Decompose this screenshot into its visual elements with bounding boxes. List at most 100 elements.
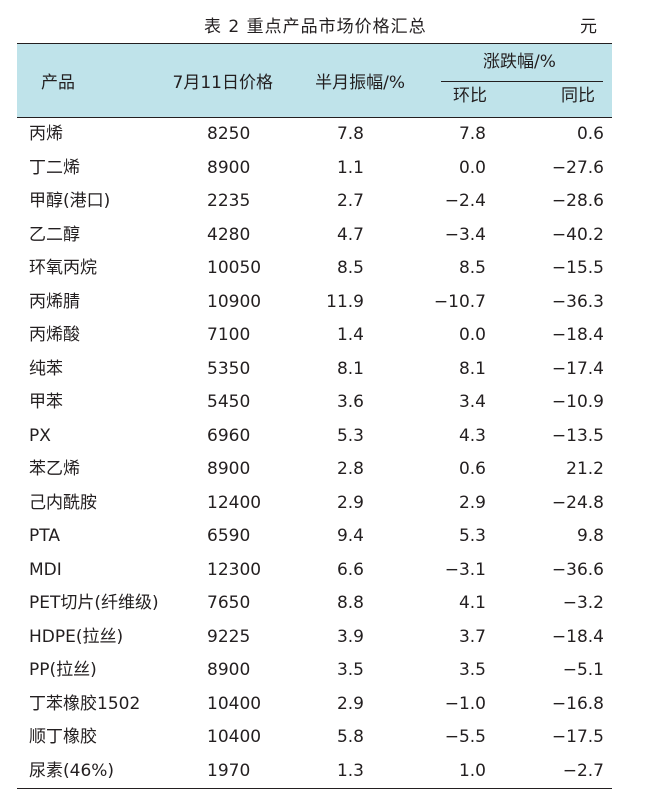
cell-amplitude: 3.5 bbox=[336, 660, 364, 680]
cell-yoy: −3.2 bbox=[562, 593, 604, 613]
cell-mom: 3.5 bbox=[458, 660, 486, 680]
cell-yoy: −16.8 bbox=[551, 693, 604, 714]
table-row: 己内酰胺 12400 2.9 2.9 −24.8 bbox=[17, 487, 612, 521]
table-title: 表 2 重点产品市场价格汇总 bbox=[204, 17, 427, 37]
table-row: MDI 12300 6.6 −3.1 −36.6 bbox=[17, 554, 612, 588]
cell-product: 甲苯 bbox=[29, 392, 63, 412]
table-row: 甲醇(港口) 2235 2.7 −2.4 −28.6 bbox=[17, 185, 612, 219]
cell-product: 苯乙烯 bbox=[29, 459, 80, 479]
cell-mom: 0.0 bbox=[458, 325, 486, 345]
cell-product: 丙烯 bbox=[29, 124, 63, 144]
cell-mom: 8.1 bbox=[458, 358, 486, 379]
table-row: 丙烯 8250 7.8 7.8 0.6 bbox=[17, 118, 612, 152]
cell-amplitude: 3.6 bbox=[336, 392, 364, 412]
table-row: PX 6960 5.3 4.3 −13.5 bbox=[17, 420, 612, 454]
cell-amplitude: 1.3 bbox=[336, 760, 364, 781]
cell-amplitude: 2.9 bbox=[336, 492, 364, 513]
cell-mom: 5.3 bbox=[458, 526, 486, 546]
header-divider bbox=[441, 81, 603, 82]
header-mom: 环比 bbox=[453, 86, 487, 106]
cell-price: 7100 bbox=[207, 325, 251, 345]
table-row: 丙烯酸 7100 1.4 0.0 −18.4 bbox=[17, 319, 612, 353]
cell-mom: 1.0 bbox=[458, 760, 486, 781]
cell-mom: 0.6 bbox=[458, 459, 486, 479]
cell-product: PP(拉丝) bbox=[29, 660, 97, 680]
table-bottom-rule bbox=[17, 788, 612, 789]
cell-yoy: −28.6 bbox=[551, 191, 604, 211]
cell-price: 5450 bbox=[207, 392, 251, 412]
table-row: PP(拉丝) 8900 3.5 3.5 −5.1 bbox=[17, 654, 612, 688]
cell-price: 8250 bbox=[207, 124, 251, 144]
cell-price: 5350 bbox=[207, 358, 251, 379]
cell-amplitude: 8.5 bbox=[336, 258, 364, 278]
table-row: HDPE(拉丝) 9225 3.9 3.7 −18.4 bbox=[17, 621, 612, 655]
cell-price: 12400 bbox=[207, 492, 262, 513]
cell-yoy: −18.4 bbox=[551, 325, 604, 345]
cell-amplitude: 11.9 bbox=[326, 291, 364, 312]
table-row: 苯乙烯 8900 2.8 0.6 21.2 bbox=[17, 453, 612, 487]
cell-yoy: −40.2 bbox=[551, 224, 604, 245]
cell-product: 纯苯 bbox=[29, 358, 63, 379]
cell-yoy: 9.8 bbox=[576, 526, 604, 546]
cell-yoy: −17.5 bbox=[551, 727, 604, 747]
cell-mom: −10.7 bbox=[433, 291, 486, 312]
table-row: PET切片(纤维级) 7650 8.8 4.1 −3.2 bbox=[17, 587, 612, 621]
cell-yoy: 0.6 bbox=[576, 124, 604, 144]
cell-price: 8900 bbox=[207, 660, 251, 680]
cell-product: 丙烯酸 bbox=[29, 325, 80, 345]
cell-product: PET切片(纤维级) bbox=[29, 593, 159, 613]
table-row: 顺丁橡胶 10400 5.8 −5.5 −17.5 bbox=[17, 721, 612, 755]
cell-mom: −1.0 bbox=[444, 693, 486, 714]
table-row: 尿素(46%) 1970 1.3 1.0 −2.7 bbox=[17, 755, 612, 789]
cell-product: PTA bbox=[29, 526, 60, 546]
cell-price: 9225 bbox=[207, 626, 251, 647]
table-row: 丁苯橡胶1502 10400 2.9 −1.0 −16.8 bbox=[17, 688, 612, 722]
cell-price: 10900 bbox=[207, 291, 262, 312]
cell-mom: −2.4 bbox=[444, 191, 486, 211]
cell-product: PX bbox=[29, 425, 51, 446]
header-change: 涨跌幅/% bbox=[483, 52, 556, 72]
cell-yoy: −5.1 bbox=[562, 660, 604, 680]
table-row: PTA 6590 9.4 5.3 9.8 bbox=[17, 520, 612, 554]
cell-product: 甲醇(港口) bbox=[29, 191, 111, 211]
table-row: 甲苯 5450 3.6 3.4 −10.9 bbox=[17, 386, 612, 420]
cell-mom: 8.5 bbox=[458, 258, 486, 278]
cell-yoy: −2.7 bbox=[562, 760, 604, 781]
cell-yoy: −13.5 bbox=[551, 425, 604, 446]
cell-price: 10400 bbox=[207, 727, 262, 747]
cell-price: 7650 bbox=[207, 593, 251, 613]
cell-amplitude: 2.8 bbox=[336, 459, 364, 479]
table-row: 丙烯腈 10900 11.9 −10.7 −36.3 bbox=[17, 286, 612, 320]
cell-amplitude: 1.4 bbox=[336, 325, 364, 345]
cell-mom: 2.9 bbox=[458, 492, 486, 513]
cell-price: 4280 bbox=[207, 224, 251, 245]
cell-product: MDI bbox=[29, 559, 62, 580]
cell-yoy: −17.4 bbox=[551, 358, 604, 379]
cell-amplitude: 9.4 bbox=[336, 526, 364, 546]
cell-amplitude: 8.8 bbox=[336, 593, 364, 613]
cell-amplitude: 8.1 bbox=[336, 358, 364, 379]
cell-product: 己内酰胺 bbox=[29, 492, 97, 513]
cell-amplitude: 6.6 bbox=[336, 559, 364, 580]
cell-mom: 7.8 bbox=[458, 124, 486, 144]
header-product: 产品 bbox=[41, 73, 75, 93]
cell-amplitude: 2.9 bbox=[336, 693, 364, 714]
cell-yoy: −36.6 bbox=[551, 559, 604, 580]
cell-price: 8900 bbox=[207, 157, 251, 178]
cell-mom: 3.4 bbox=[458, 392, 486, 412]
table-unit: 元 bbox=[580, 17, 597, 37]
cell-product: 乙二醇 bbox=[29, 224, 80, 245]
cell-mom: 4.1 bbox=[458, 593, 486, 613]
cell-amplitude: 1.1 bbox=[336, 157, 364, 178]
cell-amplitude: 3.9 bbox=[336, 626, 364, 647]
cell-amplitude: 7.8 bbox=[336, 124, 364, 144]
table-row: 丁二烯 8900 1.1 0.0 −27.6 bbox=[17, 152, 612, 186]
cell-price: 6590 bbox=[207, 526, 251, 546]
cell-yoy: −27.6 bbox=[551, 157, 604, 178]
price-table: 产品 7月11日价格 半月振幅/% 涨跌幅/% 环比 同比 丙烯 8250 7.8 7… bbox=[17, 43, 612, 789]
cell-yoy: −15.5 bbox=[551, 258, 604, 278]
cell-price: 1970 bbox=[207, 760, 251, 781]
header-amplitude: 半月振幅/% bbox=[315, 73, 405, 93]
cell-price: 8900 bbox=[207, 459, 251, 479]
cell-yoy: −36.3 bbox=[551, 291, 604, 312]
